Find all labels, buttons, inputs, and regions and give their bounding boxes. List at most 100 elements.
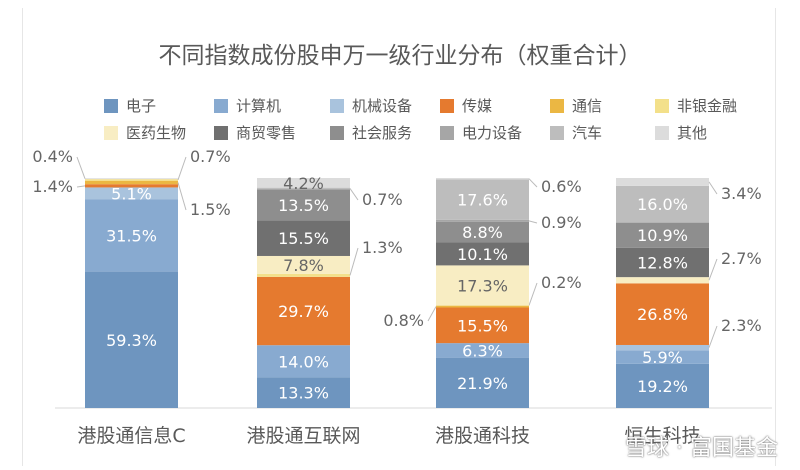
legend-label: 非银金融 bbox=[677, 97, 738, 115]
legend-swatch bbox=[550, 98, 564, 113]
bar-segment bbox=[257, 345, 350, 378]
bar-segment bbox=[436, 219, 529, 222]
bar-segment bbox=[436, 307, 529, 344]
legend-item: 机械设备 bbox=[330, 95, 412, 116]
data-label: 0.9% bbox=[541, 213, 582, 232]
bar-segment bbox=[616, 185, 709, 223]
data-label: 29.7% bbox=[278, 302, 329, 321]
data-label: 1.4% bbox=[32, 177, 73, 196]
bar-segment bbox=[436, 305, 529, 308]
legend-item: 电子 bbox=[104, 95, 156, 116]
data-label: 26.8% bbox=[637, 305, 688, 324]
data-label: 31.5% bbox=[106, 226, 157, 245]
legend-label: 汽车 bbox=[572, 124, 603, 142]
data-label: 0.4% bbox=[32, 147, 73, 166]
legend-label: 电子 bbox=[126, 97, 157, 115]
legend-swatch bbox=[550, 125, 564, 140]
leader-line bbox=[528, 282, 538, 306]
category-label: 港股通科技 bbox=[435, 425, 530, 447]
bar-segment bbox=[616, 344, 709, 351]
data-label: 13.3% bbox=[278, 384, 329, 403]
leader-line bbox=[708, 258, 718, 281]
data-label: 21.9% bbox=[457, 374, 508, 393]
bar-segment bbox=[85, 187, 178, 200]
bar-segment bbox=[85, 180, 178, 185]
bar-segment bbox=[616, 350, 709, 364]
category-label: 港股通互联网 bbox=[246, 425, 360, 447]
data-label: 5.1% bbox=[111, 184, 152, 203]
bar-segment bbox=[616, 178, 709, 186]
legend-swatch bbox=[104, 98, 118, 113]
leader-line bbox=[349, 247, 359, 276]
legend-label: 传媒 bbox=[462, 97, 493, 115]
data-label: 1.5% bbox=[190, 200, 231, 219]
category-label: 港股通信息C bbox=[77, 425, 185, 447]
bar-segment bbox=[257, 377, 350, 408]
bar-segment bbox=[436, 221, 529, 243]
legend-swatch bbox=[330, 125, 344, 140]
bar-segment bbox=[85, 179, 178, 181]
data-label: 4.2% bbox=[283, 174, 324, 193]
bar-segment bbox=[85, 184, 178, 188]
legend-swatch bbox=[440, 98, 454, 113]
data-label: 0.7% bbox=[190, 147, 231, 166]
legend-item: 商贸零售 bbox=[214, 122, 296, 143]
leader-line bbox=[528, 220, 538, 224]
data-label: 7.8% bbox=[283, 256, 324, 275]
bar-segment bbox=[616, 283, 709, 345]
bar-segment bbox=[257, 273, 350, 277]
data-label: 17.3% bbox=[457, 276, 508, 295]
legend-item: 非银金融 bbox=[655, 95, 737, 116]
legend-swatch bbox=[104, 125, 118, 140]
legend-item: 医药生物 bbox=[104, 122, 186, 143]
data-label: 8.8% bbox=[462, 223, 503, 242]
legend-swatch bbox=[655, 125, 669, 140]
category-label: 恒生科技 bbox=[624, 425, 700, 447]
bar-segment bbox=[436, 357, 529, 408]
data-label: 59.3% bbox=[106, 331, 157, 350]
bar-segment bbox=[436, 179, 529, 220]
leader-line bbox=[76, 185, 86, 188]
data-label: 15.5% bbox=[457, 316, 508, 335]
leader-line bbox=[708, 181, 718, 195]
bar-segment bbox=[436, 178, 529, 180]
chart-frame bbox=[22, 8, 776, 466]
leader-line bbox=[177, 156, 187, 181]
legend-swatch bbox=[330, 98, 344, 113]
data-label: 0.8% bbox=[383, 311, 424, 330]
data-label: 0.7% bbox=[362, 190, 403, 209]
bar-segment bbox=[616, 222, 709, 248]
bar-segment bbox=[257, 178, 350, 188]
bar-segment bbox=[616, 247, 709, 278]
data-label: 16.0% bbox=[637, 195, 688, 214]
legend-label: 通信 bbox=[572, 97, 603, 115]
legend-item: 通信 bbox=[550, 95, 602, 116]
legend-label: 计算机 bbox=[236, 97, 282, 115]
data-label: 19.2% bbox=[637, 377, 688, 396]
bar-segment bbox=[436, 265, 529, 306]
data-label: 10.9% bbox=[637, 226, 688, 245]
legend-item: 传媒 bbox=[440, 95, 492, 116]
leader-line bbox=[76, 156, 86, 179]
leader-line bbox=[528, 178, 538, 188]
bar-segment bbox=[257, 276, 350, 346]
legend-label: 机械设备 bbox=[352, 97, 413, 115]
legend-swatch bbox=[440, 125, 454, 140]
bar-segment bbox=[257, 220, 350, 256]
data-label: 14.0% bbox=[278, 352, 329, 371]
legend-item: 社会服务 bbox=[330, 122, 412, 143]
legend-label: 电力设备 bbox=[462, 124, 523, 142]
legend-item: 其他 bbox=[655, 122, 707, 143]
data-label: 3.4% bbox=[721, 184, 762, 203]
data-label: 12.8% bbox=[637, 253, 688, 272]
data-label: 0.2% bbox=[541, 273, 582, 292]
bar-segment bbox=[257, 187, 350, 190]
bar-segment bbox=[85, 199, 178, 272]
data-label: 2.3% bbox=[721, 316, 762, 335]
data-label: 1.3% bbox=[362, 238, 403, 257]
bar-segment bbox=[436, 343, 529, 358]
legend-label: 医药生物 bbox=[126, 124, 187, 142]
bar-segment bbox=[257, 189, 350, 221]
